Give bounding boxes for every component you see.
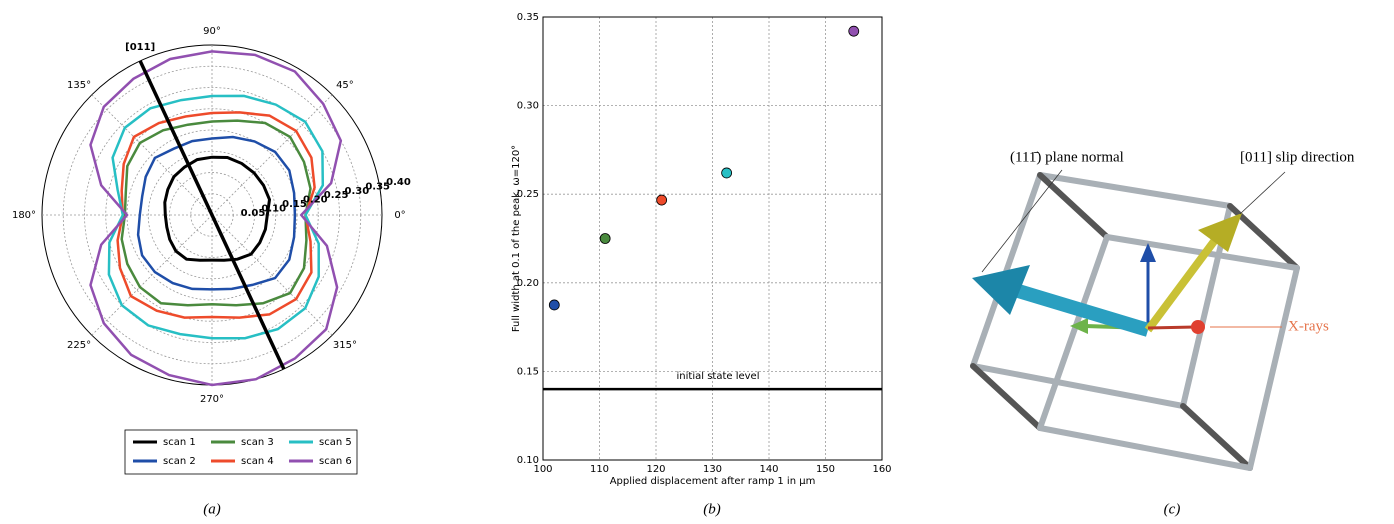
grid-circle — [169, 172, 255, 258]
cube — [970, 172, 1300, 471]
legend-label: scan 2 — [163, 456, 196, 467]
arrow-red — [1147, 325, 1196, 330]
polar-line — [107, 94, 325, 340]
label-xrays: X-rays — [1288, 318, 1329, 334]
caption: (c) — [1164, 501, 1181, 517]
label-normal: (111̄) plane normal — [1010, 149, 1124, 165]
r-tick-label: 0.25 — [324, 190, 349, 201]
r-tick-label: 0.10 — [261, 204, 286, 215]
theta-tick-label: 315° — [333, 340, 357, 351]
y-tick-label: 0.25 — [517, 189, 539, 200]
y-tick-label: 0.10 — [517, 455, 539, 466]
plot-frame — [542, 16, 883, 461]
grid-spoke — [91, 214, 213, 336]
point — [548, 299, 560, 311]
cube-edge — [970, 363, 1043, 431]
cube-edge — [1227, 203, 1300, 271]
x-tick-label: 160 — [872, 464, 891, 475]
caption: (a) — [203, 501, 221, 517]
polar-line — [163, 155, 272, 262]
legend-label: scan 1 — [163, 437, 196, 448]
point — [721, 167, 733, 179]
label-slip: [011] slip direction — [1240, 149, 1355, 165]
legend-label: scan 5 — [319, 437, 352, 448]
arrowhead-cyan — [972, 265, 1030, 315]
annotation-label: [011] — [125, 42, 155, 53]
r-tick-label: 0.15 — [282, 199, 307, 210]
x-tick-label: 150 — [816, 464, 835, 475]
theta-tick-label: 90° — [203, 26, 221, 37]
r-tick-label: 0.35 — [365, 181, 390, 192]
legend-box — [124, 429, 358, 475]
r-tick-label: 0.40 — [386, 177, 411, 188]
polar-line — [120, 119, 312, 307]
arrowhead-blue — [1140, 243, 1156, 262]
polar-line — [136, 135, 297, 291]
x-tick-label: 120 — [646, 464, 665, 475]
legend-label: scan 6 — [319, 456, 352, 467]
x-tick-label: 110 — [590, 464, 609, 475]
r-tick-label: 0.30 — [345, 186, 370, 197]
cube-edge — [1180, 403, 1253, 471]
grid-circle — [84, 87, 340, 343]
arrow-cyan — [1012, 283, 1151, 337]
y-tick-label: 0.35 — [517, 12, 539, 23]
theta-tick-label: 0° — [394, 210, 405, 221]
theta-tick-label: 270° — [200, 394, 224, 405]
theta-tick-label: 180° — [12, 210, 36, 221]
annotation-line — [138, 60, 286, 370]
leader-normal — [981, 169, 1063, 273]
polar-line — [89, 50, 343, 387]
grid-circle — [147, 150, 277, 280]
arrowhead-green — [1070, 318, 1088, 334]
theta-tick-label: 45° — [336, 80, 354, 91]
cube-edge — [1037, 172, 1110, 240]
x-tick-label: 100 — [533, 464, 552, 475]
y-tick-label: 0.15 — [517, 366, 539, 377]
x-axis-label: Applied displacement after ramp 1 in μm — [610, 476, 816, 487]
grid-spoke — [211, 214, 333, 336]
x-tick-label: 140 — [759, 464, 778, 475]
r-tick-label: 0.05 — [241, 208, 266, 219]
cube-front — [1037, 234, 1300, 471]
caption: (b) — [703, 501, 721, 517]
arrows — [972, 169, 1286, 337]
arrow-yellow — [1144, 237, 1219, 333]
theta-tick-label: 135° — [67, 80, 91, 91]
point — [656, 194, 668, 206]
point — [599, 233, 611, 244]
x-tick-label: 130 — [703, 464, 722, 475]
legend-label: scan 3 — [241, 437, 274, 448]
y-axis-label: Full width at 0.1 of the peak, ω=120° — [511, 145, 522, 332]
theta-tick-label: 225° — [67, 340, 91, 351]
y-tick-label: 0.30 — [517, 101, 539, 112]
leader-slip — [1239, 171, 1286, 215]
grid-spoke — [211, 94, 333, 216]
grid-circle — [105, 108, 319, 322]
r-tick-label: 0.20 — [303, 195, 328, 206]
legend-label: scan 4 — [241, 456, 274, 467]
grid-spoke — [91, 94, 213, 216]
y-tick-label: 0.20 — [517, 278, 539, 289]
point — [848, 25, 860, 37]
arrowhead-yellow — [1198, 213, 1242, 252]
xray-ball — [1191, 320, 1205, 334]
reference-label: initial state level — [677, 371, 760, 382]
